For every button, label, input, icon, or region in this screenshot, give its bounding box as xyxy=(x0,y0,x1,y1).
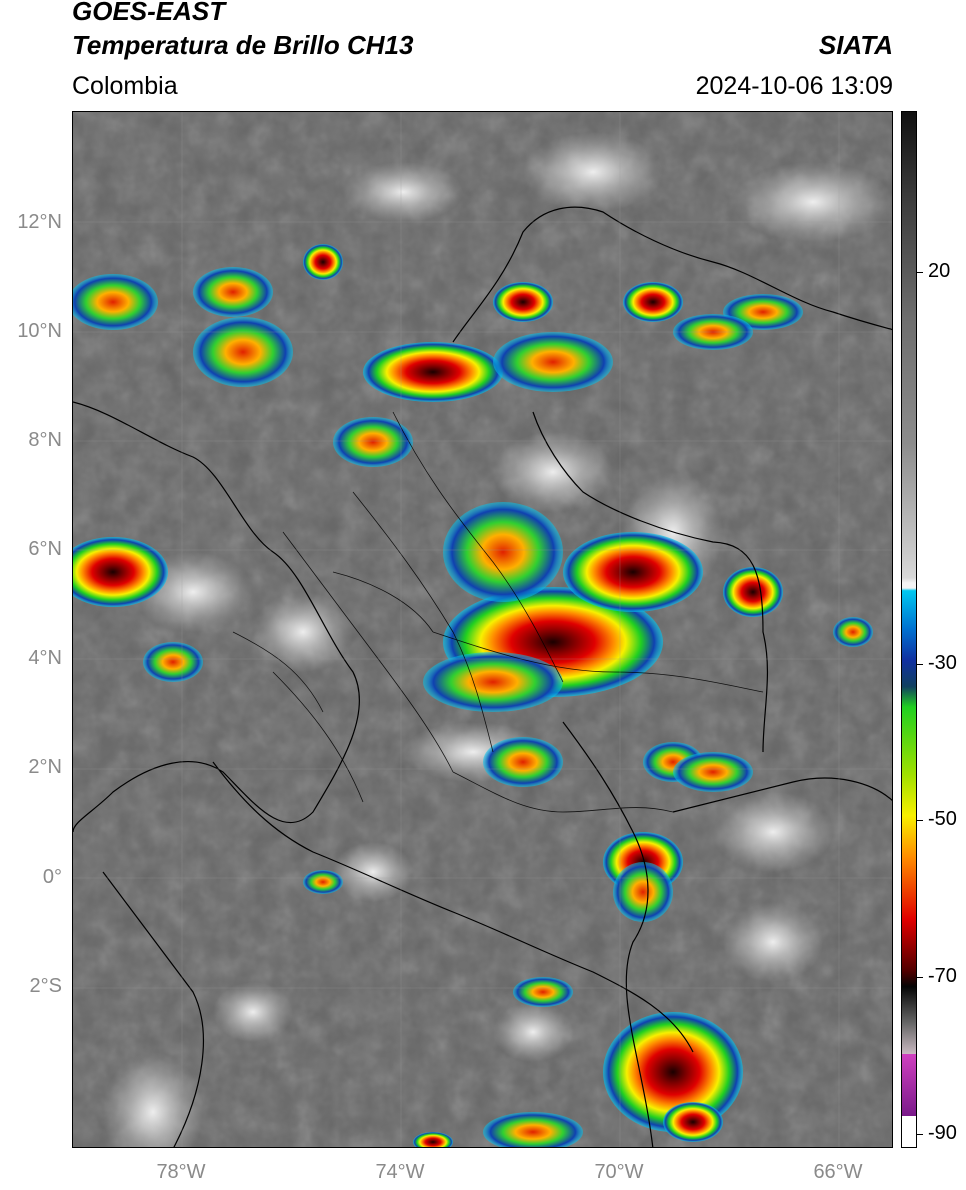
convective-cell xyxy=(493,282,553,322)
lat-tick-6n: 6°N xyxy=(28,538,62,560)
colorbar-tick-mark xyxy=(917,272,923,273)
colorbar-label-minus90: -90 xyxy=(928,1122,957,1144)
convective-cell xyxy=(423,652,563,712)
temperature-colorbar xyxy=(901,111,917,1148)
convective-cell xyxy=(143,642,203,682)
lon-tick-66w: 66°W xyxy=(813,1161,863,1183)
cold-cloud-area xyxy=(343,162,463,222)
lon-tick-78w: 78°W xyxy=(156,1161,206,1183)
convective-cell xyxy=(363,342,503,402)
colorbar-label-20: 20 xyxy=(928,260,951,282)
lat-tick-12n: 12°N xyxy=(17,211,62,233)
convective-cell xyxy=(193,267,273,317)
cold-cloud-area xyxy=(253,592,353,672)
convective-cell xyxy=(193,317,293,387)
colorbar-tick-mark xyxy=(917,664,923,665)
colorbar-label-minus30: -30 xyxy=(928,652,957,674)
cold-cloud-area xyxy=(713,792,833,872)
cold-cloud-area xyxy=(213,982,293,1042)
convective-cell xyxy=(723,567,783,617)
lat-tick-10n: 10°N xyxy=(17,320,62,342)
graticule xyxy=(73,112,892,1147)
cold-cloud-area xyxy=(723,902,823,982)
lon-tick-70w: 70°W xyxy=(594,1161,644,1183)
timestamp-label: 2024-10-06 13:09 xyxy=(695,72,893,100)
convective-cell xyxy=(603,1012,743,1132)
colorbar-label-minus50: -50 xyxy=(928,808,957,830)
internal-borders xyxy=(232,411,764,813)
convective-cell xyxy=(303,244,343,280)
convective-cell xyxy=(333,417,413,467)
lat-tick-4n: 4°N xyxy=(28,647,62,669)
convective-cell xyxy=(413,1132,453,1147)
convective-cell xyxy=(673,752,753,792)
convective-cell xyxy=(303,870,343,894)
convective-cell xyxy=(513,977,573,1007)
title-satellite: GOES-EAST xyxy=(72,0,226,26)
convective-cell xyxy=(663,1102,723,1142)
lat-tick-8n: 8°N xyxy=(28,429,62,451)
title-product: Temperatura de Brillo CH13 xyxy=(72,30,414,60)
country-borders xyxy=(73,206,892,1147)
organization-label: SIATA xyxy=(818,30,893,60)
convective-cell xyxy=(483,737,563,787)
convective-cell xyxy=(493,332,613,392)
convective-cells-layer xyxy=(73,244,873,1147)
lon-tick-74w: 74°W xyxy=(375,1161,425,1183)
colorbar-tick-mark xyxy=(917,977,923,978)
convective-cell xyxy=(623,282,683,322)
colorbar-label-minus70: -70 xyxy=(928,965,957,987)
lat-tick-2s: 2°S xyxy=(29,975,62,997)
convective-cell xyxy=(443,502,563,602)
convective-cell xyxy=(613,862,673,922)
cold-cloud-area xyxy=(103,1052,203,1147)
convective-cell xyxy=(73,537,168,607)
convective-cell xyxy=(73,274,158,330)
convective-cell xyxy=(483,1112,583,1147)
lat-tick-0: 0° xyxy=(42,866,62,888)
satellite-map xyxy=(72,111,893,1148)
lat-tick-2n: 2°N xyxy=(28,756,62,778)
convective-cell xyxy=(833,617,873,647)
cold-cloud-area xyxy=(733,162,892,242)
cold-cloud-area xyxy=(493,1002,573,1062)
map-canvas xyxy=(73,112,892,1147)
cold-cloud-area xyxy=(523,132,663,212)
convective-cell xyxy=(563,532,703,612)
colorbar-tick-mark xyxy=(917,820,923,821)
colorbar-tick-mark xyxy=(917,1134,923,1135)
region-label: Colombia xyxy=(72,72,178,100)
